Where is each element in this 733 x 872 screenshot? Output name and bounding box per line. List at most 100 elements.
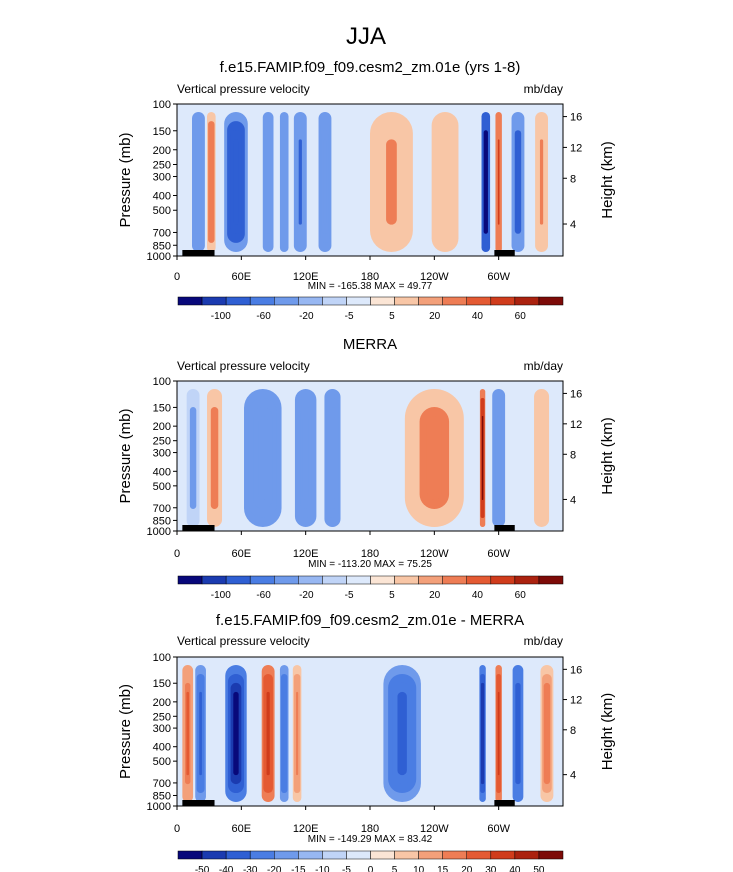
colorbar-label: 40 — [472, 311, 484, 322]
colorbar-label: -100 — [211, 590, 231, 601]
colorbar-label: -5 — [345, 590, 354, 601]
colorbar-box — [177, 850, 203, 860]
panel-title: f.e15.FAMIP.f09_f09.cesm2_zm.01e - MERRA — [216, 612, 524, 629]
x-tick-label: 60E — [232, 548, 252, 560]
colorbar-box — [201, 575, 227, 585]
colorbar-box — [225, 850, 251, 860]
land-mask — [494, 250, 515, 256]
x-tick-label: 120W — [420, 548, 449, 560]
y-axis-title: Pressure (mb) — [117, 408, 134, 503]
colorbar-label: 15 — [437, 865, 449, 872]
x-tick-label: 180 — [361, 548, 379, 560]
field-contour — [233, 139, 239, 225]
y-tick-label: 400 — [153, 191, 171, 203]
field-contour — [484, 139, 487, 225]
field-contour — [283, 691, 286, 776]
y2-tick-label: 12 — [570, 695, 582, 707]
colorbar-box — [274, 850, 299, 860]
land-mask — [182, 250, 199, 256]
panel-left-string: Vertical pressure velocity — [177, 634, 310, 648]
colorbar-label: 0 — [368, 865, 374, 872]
y2-tick-label: 4 — [570, 219, 576, 231]
land-mask — [494, 800, 515, 806]
x-tick-label: 120W — [420, 271, 449, 283]
colorbar-box — [394, 296, 419, 306]
colorbar-box — [274, 575, 299, 585]
colorbar-label: 5 — [392, 865, 398, 872]
colorbar-label: 60 — [515, 590, 527, 601]
colorbar-box — [466, 850, 492, 860]
x-tick-label: 180 — [361, 823, 379, 835]
y2-tick-label: 12 — [570, 419, 582, 431]
y2-tick-label: 4 — [570, 770, 576, 782]
panel-left-string: Vertical pressure velocity — [177, 82, 310, 96]
y-tick-label: 400 — [153, 742, 171, 754]
min-max-stats: MIN = -165.38 MAX = 49.77 — [308, 281, 433, 292]
colorbar-box — [442, 296, 467, 306]
y2-axis-title: Height (km) — [599, 141, 616, 219]
y-tick-label: 850 — [153, 790, 171, 802]
colorbar-box — [298, 575, 323, 585]
y-tick-label: 850 — [153, 515, 171, 527]
colorbar-box — [201, 850, 227, 860]
season-title: JJA — [346, 23, 386, 50]
x-tick-label: 60W — [487, 823, 510, 835]
y-tick-label: 850 — [153, 240, 171, 252]
field-contour — [539, 139, 544, 225]
colorbar-box — [322, 850, 347, 860]
colorbar-box — [249, 296, 275, 306]
colorbar-label: 20 — [429, 311, 441, 322]
y-tick-label: 100 — [153, 99, 171, 111]
panel-units-string: mb/day — [524, 82, 563, 96]
colorbar-label: 40 — [472, 590, 484, 601]
y2-tick-label: 4 — [570, 494, 576, 506]
field-contour — [212, 416, 217, 500]
colorbar-label: -40 — [219, 865, 234, 872]
panel-units-string: mb/day — [524, 359, 563, 373]
field-contour — [266, 139, 270, 225]
colorbar-box — [490, 296, 516, 306]
colorbar-label: -20 — [267, 865, 282, 872]
y-tick-label: 150 — [153, 126, 171, 138]
colorbar-box — [514, 850, 540, 860]
colorbar-box — [177, 575, 203, 585]
field-contour — [497, 139, 500, 225]
field-contour — [186, 691, 190, 776]
field-contour — [302, 416, 309, 500]
colorbar-box — [466, 296, 492, 306]
field-contour — [481, 691, 484, 776]
colorbar-box — [442, 575, 467, 585]
colorbar-label: 5 — [389, 590, 395, 601]
land-mask — [182, 800, 199, 806]
field-contour — [199, 691, 202, 776]
colorbar-box — [298, 296, 323, 306]
min-max-stats: MIN = -149.29 MAX = 83.42 — [308, 834, 433, 845]
colorbar-box — [418, 575, 443, 585]
colorbar-box — [538, 296, 564, 306]
colorbar-label: -20 — [299, 311, 314, 322]
field-contour — [323, 139, 327, 225]
colorbar-box — [418, 850, 443, 860]
colorbar-box — [322, 296, 347, 306]
colorbar-box — [514, 296, 540, 306]
colorbar-box — [394, 850, 419, 860]
y-tick-label: 500 — [153, 205, 171, 217]
colorbar-box — [538, 850, 564, 860]
x-tick-label: 120E — [293, 271, 319, 283]
y2-tick-label: 12 — [570, 142, 582, 154]
colorbar-box — [249, 850, 275, 860]
y-tick-label: 500 — [153, 756, 171, 768]
field-contour — [441, 139, 449, 225]
land-mask — [193, 800, 215, 806]
colorbar-box — [538, 575, 564, 585]
field-contour — [283, 139, 286, 225]
field-contour — [266, 691, 270, 776]
y-tick-label: 1000 — [147, 526, 171, 538]
y-tick-label: 500 — [153, 481, 171, 493]
y-axis-title: Pressure (mb) — [117, 132, 134, 227]
colorbar-label: 30 — [485, 865, 497, 872]
x-tick-label: 120E — [293, 548, 319, 560]
x-tick-label: 120E — [293, 823, 319, 835]
panel-title: f.e15.FAMIP.f09_f09.cesm2_zm.01e (yrs 1-… — [220, 59, 521, 76]
